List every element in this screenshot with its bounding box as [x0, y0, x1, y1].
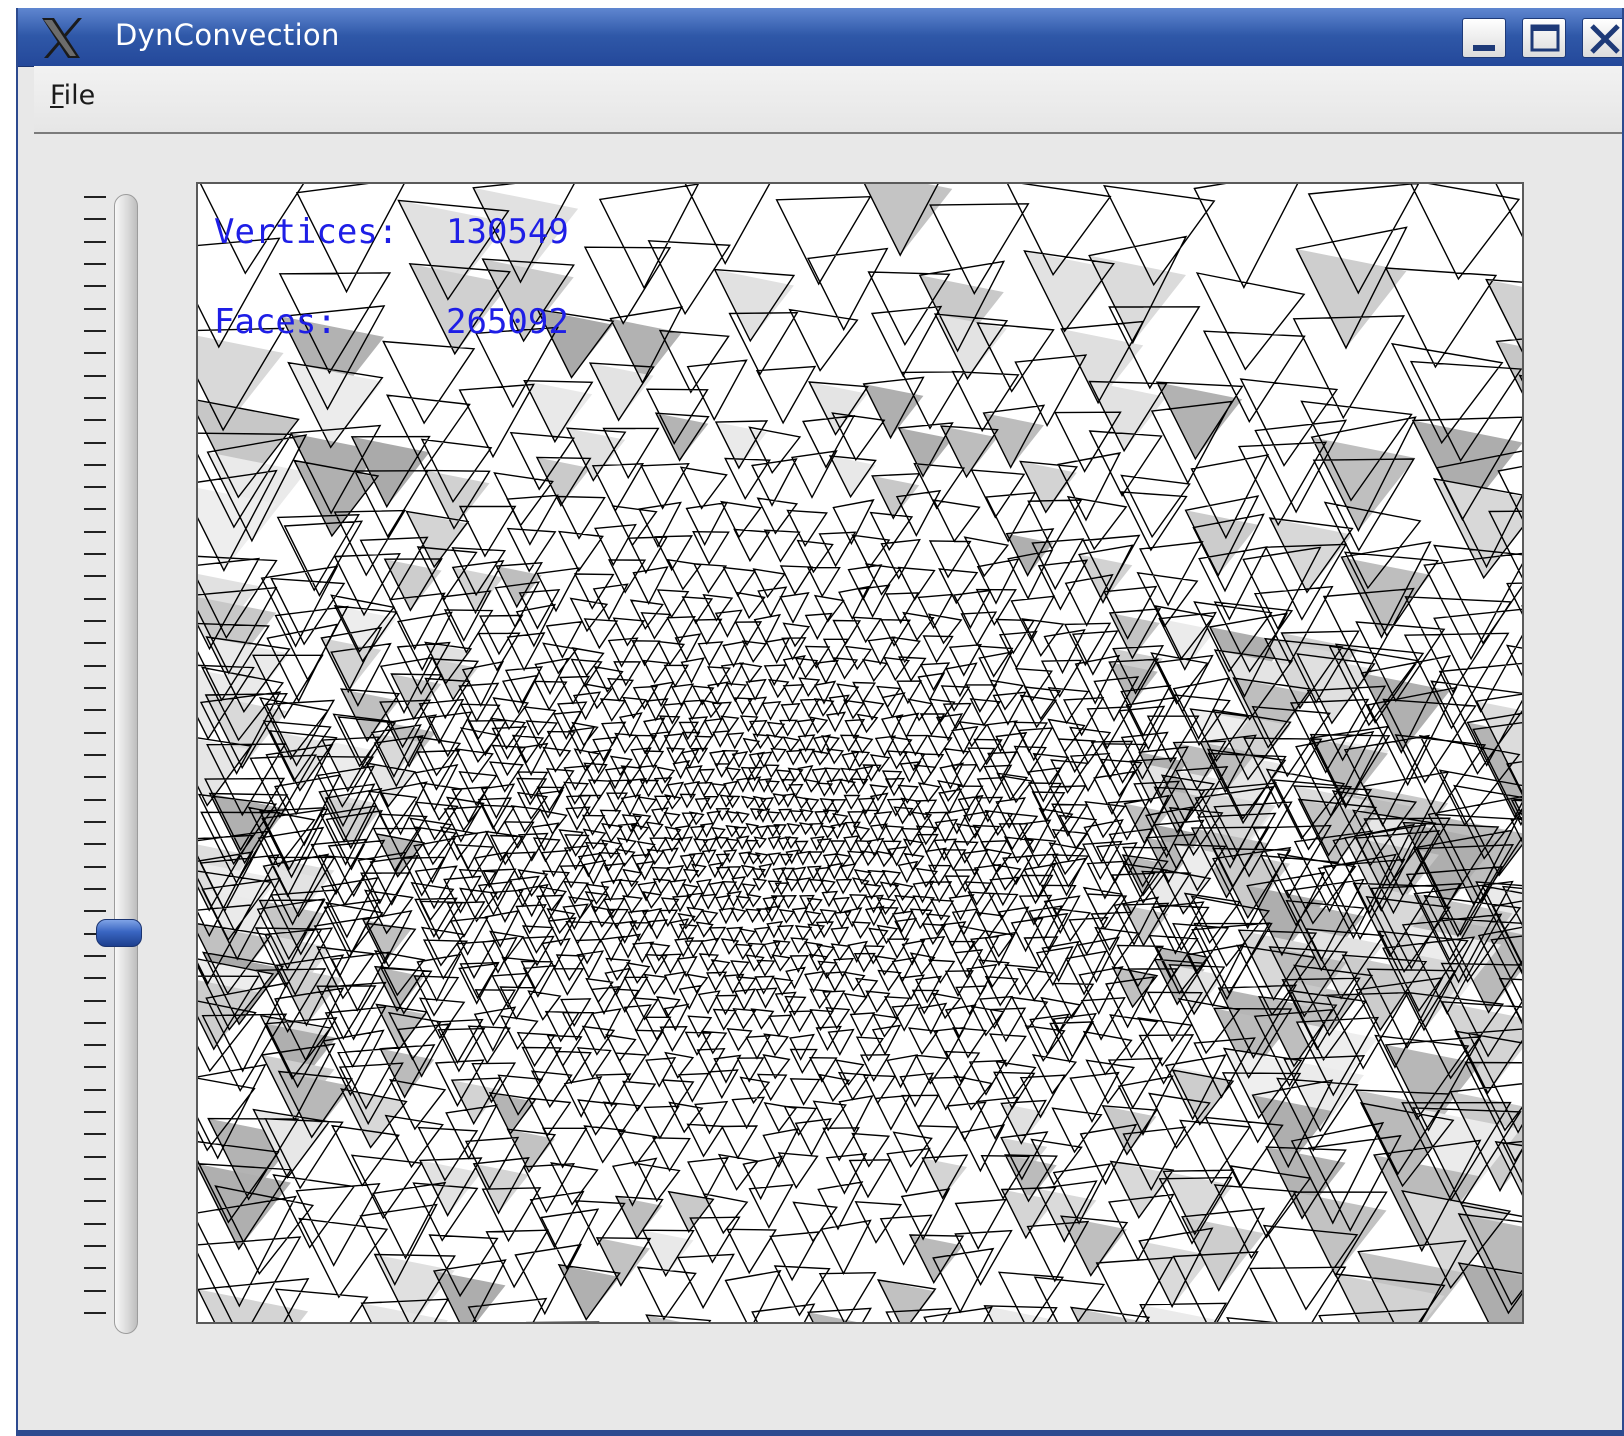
slider-tick — [84, 329, 106, 332]
menu-bar: File — [34, 66, 1622, 134]
slider-tick — [84, 865, 106, 868]
slider-tick — [84, 776, 106, 779]
slider-tick — [84, 553, 106, 556]
faces-label: Faces: — [214, 302, 337, 342]
title-bar[interactable]: DynConvection — [18, 8, 1622, 67]
menu-file-mnemonic: F — [50, 80, 64, 111]
app-window: DynConvection File Ve — [16, 8, 1624, 1436]
vertices-readout: Vertices: 130549 — [214, 212, 569, 252]
slider-tick — [84, 262, 106, 265]
slider-groove[interactable] — [114, 194, 138, 1334]
slider-tick — [84, 843, 106, 846]
slider-tick — [84, 1222, 106, 1225]
menu-file[interactable]: File — [50, 78, 95, 113]
slider-tick — [84, 664, 106, 667]
slider-tick — [84, 1178, 106, 1181]
slider-tick — [84, 1155, 106, 1158]
slider-tick — [84, 374, 106, 377]
slider-tick — [84, 218, 106, 221]
slider-tick — [84, 620, 106, 623]
slider-tick — [84, 307, 106, 310]
slider-tick — [84, 932, 106, 935]
maximize-button[interactable] — [1522, 18, 1566, 58]
slider-tick — [84, 196, 106, 198]
slider-tick — [84, 396, 106, 399]
minimize-icon — [1473, 45, 1495, 51]
slider-tick — [84, 709, 106, 712]
slider-tick — [84, 1289, 106, 1292]
mesh-viewport[interactable]: Vertices: 130549 Faces: 265092 — [196, 182, 1524, 1324]
slider-tick — [84, 1044, 106, 1047]
slider-tick — [84, 1312, 106, 1314]
slider-tick — [84, 1111, 106, 1114]
x-logo-icon — [38, 16, 84, 60]
slider-tick — [84, 352, 106, 355]
slider-tick — [84, 463, 106, 466]
slider-tick — [84, 530, 106, 533]
slider-tick — [84, 1267, 106, 1270]
slider-tick — [84, 419, 106, 422]
slider-tick — [84, 441, 106, 444]
slider-tick — [84, 1021, 106, 1024]
slider-tick — [84, 687, 106, 690]
menu-file-label: ile — [63, 80, 96, 111]
slider-handle[interactable] — [96, 918, 142, 947]
faces-value: 265092 — [446, 302, 569, 342]
slider-tick — [84, 977, 106, 980]
slider-tick — [84, 1200, 106, 1203]
slider-tick — [84, 486, 106, 489]
slider-tick — [84, 285, 106, 288]
maximize-icon — [1530, 24, 1560, 52]
slider-tick — [84, 575, 106, 578]
faces-readout: Faces: 265092 — [214, 302, 569, 342]
window-title: DynConvection — [115, 18, 340, 52]
slider-tick — [84, 910, 106, 913]
minimize-button[interactable] — [1462, 18, 1506, 58]
slider-tick — [84, 999, 106, 1002]
slider-tick — [84, 731, 106, 734]
slider-tick — [84, 1133, 106, 1136]
close-icon — [1590, 24, 1620, 54]
vertices-value: 130549 — [446, 212, 569, 252]
wireframe-mesh — [198, 184, 1522, 1322]
vertices-label: Vertices: — [214, 212, 399, 252]
slider-tick — [84, 597, 106, 600]
slider-tick — [84, 1066, 106, 1069]
slider-tick — [84, 508, 106, 511]
slider-tick — [84, 887, 106, 890]
slider-tick — [84, 798, 106, 801]
slider-tick — [84, 642, 106, 645]
slider-tick — [84, 240, 106, 243]
level-slider[interactable] — [82, 184, 152, 1384]
slider-tick — [84, 754, 106, 756]
slider-tick — [84, 954, 106, 957]
close-button[interactable] — [1582, 18, 1622, 58]
slider-tick — [84, 820, 106, 823]
slider-tick — [84, 1245, 106, 1248]
slider-tick — [84, 1088, 106, 1091]
